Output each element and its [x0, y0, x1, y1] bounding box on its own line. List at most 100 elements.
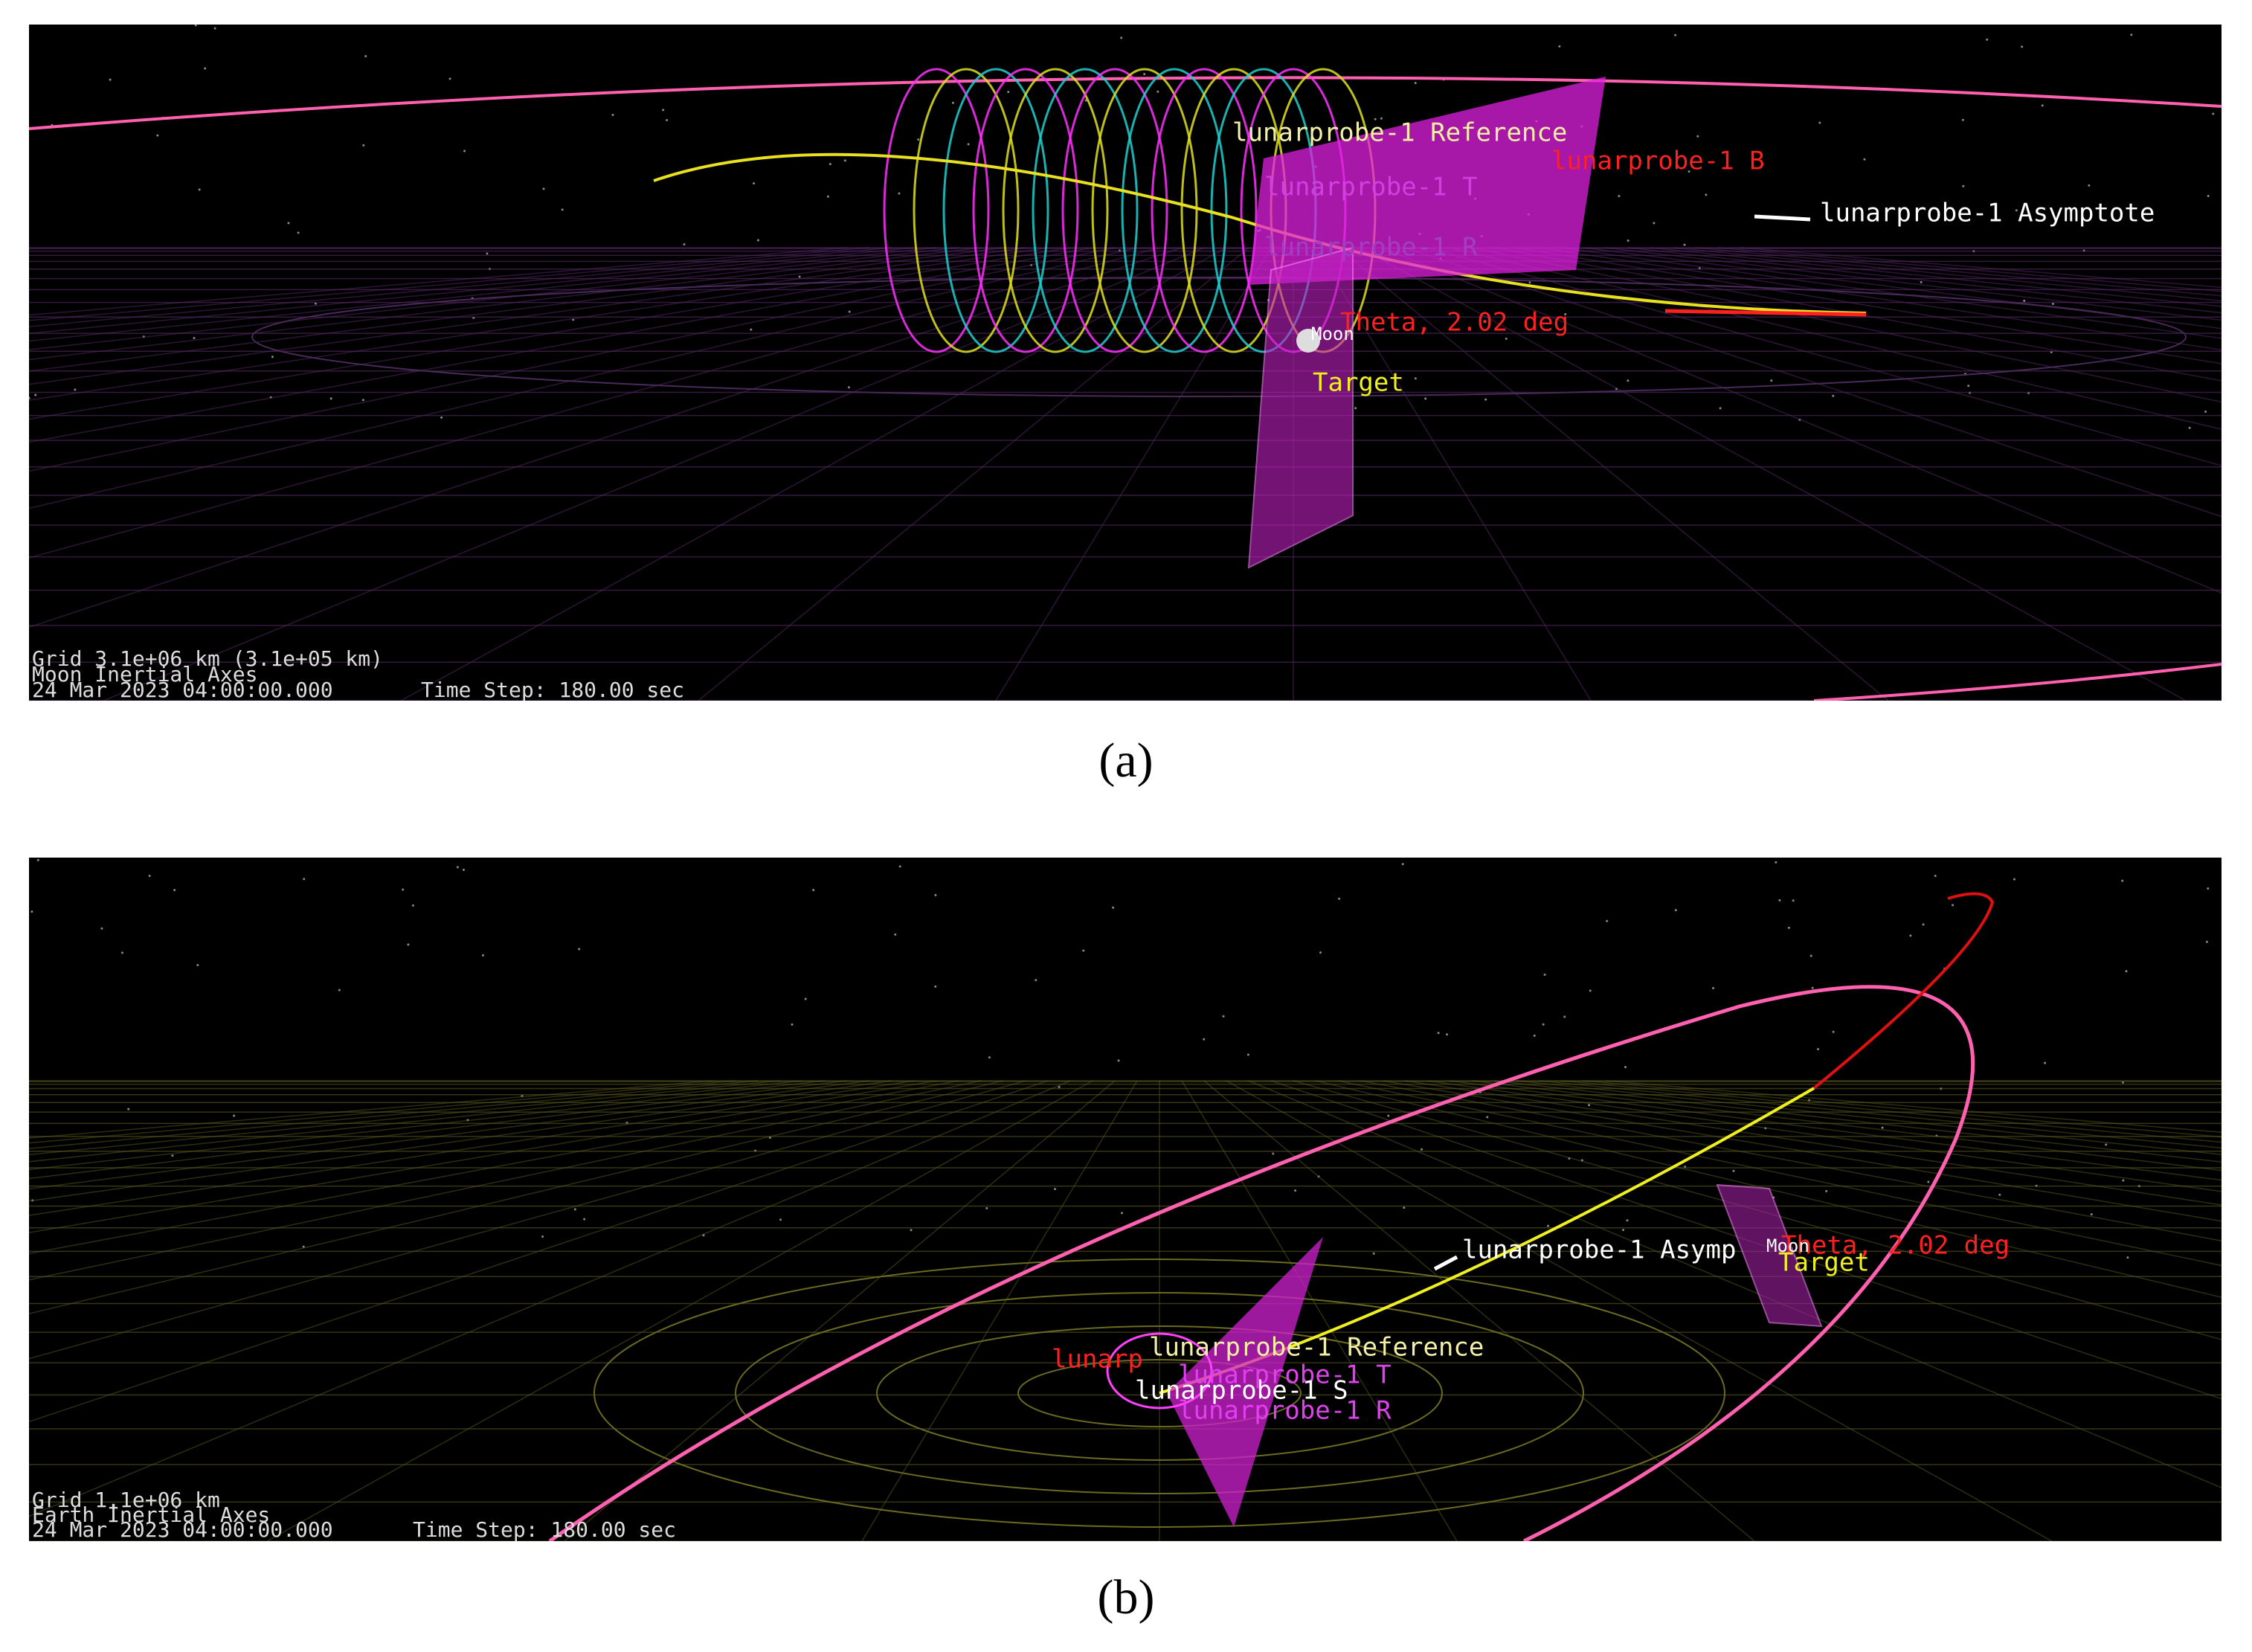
- star: [456, 866, 459, 869]
- grid-line: [1181, 1080, 1458, 1541]
- grid-line: [1650, 247, 2222, 307]
- grid-line: [29, 1080, 915, 1216]
- grid-line: [1516, 247, 2222, 364]
- star: [1952, 904, 1955, 907]
- star: [2207, 194, 2210, 197]
- star: [826, 195, 829, 198]
- star: [1770, 379, 1773, 382]
- star: [1817, 1047, 1820, 1050]
- star: [338, 989, 341, 991]
- trajectory: [1664, 309, 1867, 317]
- star: [196, 963, 199, 966]
- star: [1121, 1212, 1124, 1215]
- range-ring: [735, 1292, 1584, 1494]
- grid-line: [1560, 247, 2222, 339]
- grid-line: [400, 247, 1227, 701]
- label: lunarprobe-1 Reference: [1149, 1333, 1484, 1363]
- star: [361, 399, 364, 402]
- star: [173, 889, 176, 892]
- star: [2021, 45, 2024, 48]
- star: [362, 144, 365, 147]
- star: [1528, 281, 1531, 284]
- star: [1338, 897, 1341, 900]
- grid-line: [1449, 247, 2222, 430]
- star: [1414, 377, 1417, 380]
- grid-line: [1605, 247, 2222, 321]
- star: [843, 159, 846, 162]
- grid-line: [1493, 247, 2222, 382]
- star: [2105, 1143, 2108, 1146]
- star: [302, 1245, 305, 1248]
- star: [1564, 312, 1567, 315]
- grid-line: [861, 1080, 1138, 1541]
- label: lunarp: [1052, 1345, 1143, 1375]
- star: [1962, 184, 1965, 187]
- label: lunarprobe-1 R: [1178, 1396, 1392, 1426]
- grid-line: [29, 247, 1116, 472]
- grid-line: [1426, 247, 2222, 466]
- star: [1683, 243, 1686, 246]
- star: [578, 948, 581, 951]
- footer-time-step: Time Step: 180.00 sec: [413, 1517, 676, 1541]
- star: [448, 77, 451, 80]
- grid-line: [1382, 1080, 2222, 1222]
- grid-line: [29, 247, 892, 327]
- grid-line: [698, 247, 1249, 701]
- grid-line: [29, 247, 937, 342]
- star: [1084, 99, 1087, 102]
- star: [233, 1114, 236, 1117]
- label: lunarprobe-1 R: [1264, 233, 1478, 263]
- grid-line: [29, 1080, 937, 1233]
- star: [1696, 1254, 1699, 1257]
- star: [198, 188, 201, 191]
- star: [1909, 934, 1912, 937]
- star: [2121, 879, 2124, 882]
- trajectory-loop: [1061, 68, 1168, 353]
- trajectory-loop: [1032, 68, 1139, 353]
- star: [440, 416, 443, 419]
- star: [1653, 222, 1656, 225]
- grid-line: [1471, 247, 2222, 403]
- star: [1120, 36, 1123, 39]
- grid-line: [29, 1080, 1049, 1423]
- star: [1775, 861, 1778, 864]
- star: [1156, 90, 1159, 93]
- star: [287, 222, 290, 225]
- grid-line: [1493, 1080, 2222, 1163]
- range-ring: [876, 1325, 1443, 1461]
- viewport-b: lunarprobe-1 Reference lunarp lunarprobe…: [29, 858, 2222, 1541]
- grid-line: [1337, 1080, 2222, 1267]
- star: [156, 134, 159, 137]
- grid-line: [564, 1080, 1116, 1541]
- star: [1606, 919, 1609, 922]
- label: Target: [1778, 1248, 1870, 1278]
- star: [662, 109, 665, 112]
- star: [1558, 45, 1561, 48]
- star: [2052, 303, 2054, 306]
- label: lunarprobe-1 Asymptote: [1820, 199, 2155, 228]
- grid-line: [1360, 247, 2187, 701]
- footer-grid: Grid 3.1e+06 km (3.1e+05 km): [32, 646, 383, 671]
- grid-line: [29, 1080, 870, 1190]
- star: [985, 1206, 988, 1209]
- star: [1542, 1023, 1545, 1026]
- star: [1825, 1189, 1828, 1192]
- star: [541, 1235, 544, 1238]
- star: [1319, 951, 1322, 954]
- grid-line: [1248, 1080, 2222, 1488]
- grid-line: [29, 1080, 892, 1202]
- asymptote-arrow: [1754, 214, 1811, 222]
- grid-line: [29, 247, 1049, 401]
- star: [1934, 874, 1937, 877]
- footer-time-step: Time Step: 180.00 sec: [421, 678, 684, 701]
- label: lunarprobe-1 S: [1135, 1376, 1348, 1406]
- star: [1588, 1104, 1591, 1107]
- grid-line: [1471, 1080, 2222, 1171]
- label: lunarprobe-1 T: [1178, 1360, 1392, 1390]
- star: [756, 239, 759, 242]
- star: [1563, 1015, 1566, 1018]
- grid-line: [29, 247, 1183, 629]
- star: [1927, 1180, 1930, 1183]
- scene-a: [29, 25, 2222, 701]
